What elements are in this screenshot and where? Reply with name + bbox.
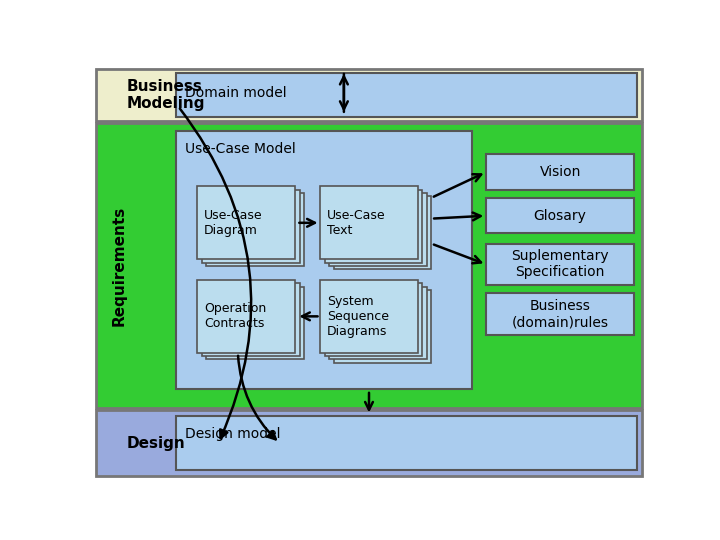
FancyBboxPatch shape bbox=[96, 410, 642, 476]
Text: Business
(domain)rules: Business (domain)rules bbox=[512, 299, 608, 329]
Text: Operation
Contracts: Operation Contracts bbox=[204, 302, 266, 330]
FancyBboxPatch shape bbox=[329, 193, 427, 266]
FancyBboxPatch shape bbox=[197, 280, 295, 353]
FancyBboxPatch shape bbox=[320, 186, 418, 259]
Text: Design model: Design model bbox=[185, 427, 280, 441]
FancyBboxPatch shape bbox=[96, 123, 642, 408]
Text: Use-Case
Diagram: Use-Case Diagram bbox=[204, 209, 263, 237]
Text: Use-Case
Text: Use-Case Text bbox=[327, 209, 385, 237]
FancyBboxPatch shape bbox=[325, 190, 423, 262]
Text: Domain model: Domain model bbox=[185, 85, 287, 99]
FancyBboxPatch shape bbox=[333, 197, 431, 269]
Text: Business
Modeling: Business Modeling bbox=[126, 79, 204, 111]
FancyBboxPatch shape bbox=[486, 294, 634, 335]
Text: System
Sequence
Diagrams: System Sequence Diagrams bbox=[327, 295, 389, 338]
FancyBboxPatch shape bbox=[320, 280, 418, 353]
FancyBboxPatch shape bbox=[197, 186, 295, 259]
Text: Requirements: Requirements bbox=[112, 205, 127, 326]
FancyBboxPatch shape bbox=[202, 190, 300, 262]
FancyBboxPatch shape bbox=[329, 287, 427, 360]
Text: Vision: Vision bbox=[539, 165, 581, 179]
FancyBboxPatch shape bbox=[176, 416, 637, 470]
Text: Design: Design bbox=[126, 436, 185, 451]
Text: Glosary: Glosary bbox=[534, 208, 587, 222]
FancyBboxPatch shape bbox=[202, 284, 300, 356]
FancyBboxPatch shape bbox=[333, 290, 431, 363]
FancyBboxPatch shape bbox=[486, 244, 634, 285]
FancyBboxPatch shape bbox=[207, 287, 304, 360]
FancyBboxPatch shape bbox=[486, 198, 634, 233]
FancyBboxPatch shape bbox=[207, 193, 304, 266]
FancyBboxPatch shape bbox=[176, 73, 637, 117]
FancyBboxPatch shape bbox=[486, 154, 634, 190]
Text: Use-Case Model: Use-Case Model bbox=[185, 141, 296, 156]
Text: Suplementary
Specification: Suplementary Specification bbox=[511, 249, 609, 280]
FancyBboxPatch shape bbox=[176, 131, 472, 389]
FancyBboxPatch shape bbox=[96, 69, 642, 121]
FancyBboxPatch shape bbox=[325, 284, 423, 356]
